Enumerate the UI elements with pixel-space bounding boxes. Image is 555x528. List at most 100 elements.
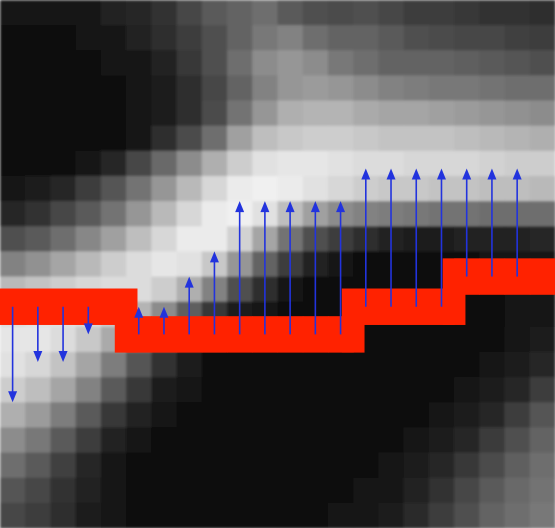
grid-pixel (302, 125, 329, 152)
grid-pixel (151, 452, 178, 479)
grid-pixel (378, 377, 405, 403)
grid-pixel (403, 502, 430, 528)
grid-pixel (227, 125, 253, 152)
grid-pixel (151, 100, 178, 127)
grid-pixel (252, 352, 279, 378)
grid-pixel (75, 125, 102, 152)
grid-pixel (176, 150, 203, 177)
grid-pixel (201, 25, 228, 51)
grid-pixel (100, 427, 127, 454)
grid-pixel (479, 125, 506, 152)
grid-pixel (428, 326, 455, 353)
grid-pixel (227, 352, 253, 378)
grid-pixel (353, 477, 380, 504)
grid-pixel (428, 352, 455, 378)
arrow-head (462, 168, 472, 180)
grid-pixel (25, 201, 52, 227)
grid-pixel (201, 100, 228, 127)
grid-pixel (504, 427, 531, 454)
grid-pixel (504, 25, 531, 51)
grid-pixel (201, 502, 228, 528)
grid-pixel (454, 100, 480, 127)
grid-pixel (176, 427, 203, 454)
grid-pixel (302, 402, 329, 429)
grid-pixel (529, 25, 555, 51)
grid-pixel (504, 301, 531, 328)
grid-pixel (0, 100, 26, 127)
grid-pixel (504, 352, 531, 378)
grid-pixel (151, 427, 178, 454)
grid-pixel (277, 427, 304, 454)
grid-pixel (126, 452, 152, 479)
grid-pixel (126, 226, 152, 253)
grid-pixel (327, 402, 354, 429)
grid-pixel (529, 326, 555, 353)
grid-pixel (454, 50, 480, 77)
grid-pixel (479, 0, 506, 26)
grid-pixel (126, 0, 152, 26)
grid-pixel (529, 352, 555, 378)
grid-pixel (227, 502, 253, 528)
grid-pixel (176, 377, 203, 403)
arrow-head (436, 168, 446, 180)
grid-pixel (176, 352, 203, 378)
grid-pixel (428, 0, 455, 26)
grid-pixel (25, 377, 52, 403)
grid-pixel (25, 75, 52, 102)
displacement-arrow (33, 306, 43, 363)
grid-pixel (50, 100, 77, 127)
grid-pixel (504, 50, 531, 77)
grid-pixel (504, 100, 531, 127)
grid-pixel (25, 150, 52, 177)
displacement-arrow (134, 306, 144, 335)
displacement-arrow (336, 201, 346, 335)
grid-pixel (277, 100, 304, 127)
grid-pixel (302, 452, 329, 479)
grid-pixel (454, 352, 480, 378)
grid-pixel (201, 0, 228, 26)
grid-pixel (0, 0, 26, 26)
grid-pixel (428, 50, 455, 77)
arrow-head (336, 201, 346, 213)
grid-pixel (479, 377, 506, 403)
grid-pixel (227, 0, 253, 26)
grid-pixel (25, 226, 52, 253)
grid-pixel (0, 226, 26, 253)
grid-pixel (176, 477, 203, 504)
grid-pixel (454, 75, 480, 102)
displacement-arrow (361, 168, 371, 307)
grid-pixel (529, 477, 555, 504)
grid-pixel (504, 0, 531, 26)
displacement-arrow (159, 306, 169, 335)
displacement-arrow (260, 201, 270, 335)
grid-pixel (100, 502, 127, 528)
grid-pixel (428, 452, 455, 479)
displacement-arrow (8, 306, 18, 403)
grid-pixel (403, 0, 430, 26)
displacement-arrows (8, 168, 522, 403)
grid-pixel (50, 0, 77, 26)
grid-pixel (126, 50, 152, 77)
grid-pixel (353, 427, 380, 454)
grid-pixel (504, 402, 531, 429)
grid-pixel (252, 402, 279, 429)
grid-pixel (428, 377, 455, 403)
grid-pixel (454, 377, 480, 403)
grid-pixel (327, 452, 354, 479)
grid-pixel (227, 477, 253, 504)
grid-pixel (25, 100, 52, 127)
grid-pixel (75, 50, 102, 77)
grid-pixel (75, 352, 102, 378)
grid-pixel (378, 402, 405, 429)
grid-pixel (327, 0, 354, 26)
grid-pixel (252, 452, 279, 479)
grid-pixel (479, 100, 506, 127)
grid-pixel (252, 25, 279, 51)
grid-pixel (50, 502, 77, 528)
grid-pixel (25, 477, 52, 504)
grid-pixel (378, 25, 405, 51)
grid-pixel (479, 25, 506, 51)
grid-pixel (327, 352, 354, 378)
grid-pixel (50, 25, 77, 51)
